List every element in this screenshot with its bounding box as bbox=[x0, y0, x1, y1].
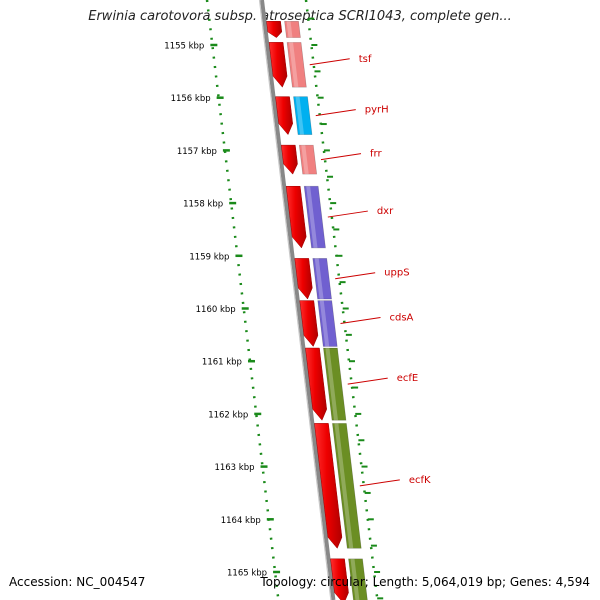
gene-label[interactable]: tsf bbox=[359, 54, 372, 65]
ruler-kbp-label: 1157 kbp bbox=[177, 147, 217, 157]
kbp-ruler: 1155 kbp 1156 kbp 1157 kbp 1158 kbp 1159 kbp… bbox=[164, 0, 384, 600]
gene-label-leader bbox=[320, 153, 362, 161]
ruler-kbp-label: 1162 kbp bbox=[208, 410, 248, 420]
cog-block[interactable] bbox=[348, 558, 368, 600]
gene-label[interactable]: frr bbox=[370, 149, 382, 160]
outer-dotted-line bbox=[304, 0, 379, 600]
cog-block[interactable] bbox=[293, 96, 313, 135]
cog-block[interactable] bbox=[286, 42, 307, 88]
ruler-kbp-label: 1165 kbp bbox=[227, 569, 267, 579]
cds-arrow[interactable] bbox=[275, 96, 293, 136]
gene-label[interactable]: ecfK bbox=[409, 475, 431, 486]
ruler-kbp-label: 1155 kbp bbox=[164, 42, 204, 52]
cog-block-highlight bbox=[334, 423, 354, 549]
cds-arrow[interactable] bbox=[305, 347, 327, 421]
cds-arrow[interactable] bbox=[294, 258, 313, 300]
cds-track bbox=[266, 21, 349, 600]
cds-arrow[interactable] bbox=[268, 42, 288, 88]
cog-block[interactable] bbox=[284, 20, 301, 38]
cog-block[interactable] bbox=[332, 423, 362, 549]
gene-label[interactable]: dxr bbox=[377, 206, 394, 217]
cds-arrow[interactable] bbox=[285, 185, 307, 249]
ruler-dotted-line bbox=[205, 0, 280, 600]
gene-label-leader bbox=[347, 377, 388, 385]
genome-summary-text: Topology: circular; Length: 5,064,019 bp… bbox=[260, 575, 590, 589]
gene-labels: tsf pyrH frr dxr uppS cdsA ecfE ecfK bbox=[309, 54, 431, 487]
cog-block-highlight bbox=[289, 42, 299, 88]
ruler-kbp-label: 1160 kbp bbox=[196, 305, 236, 315]
cog-block-highlight bbox=[306, 186, 318, 248]
ruler-kbp-label: 1158 kbp bbox=[183, 200, 223, 210]
cog-block-highlight bbox=[301, 145, 309, 175]
cds-arrow[interactable] bbox=[314, 423, 343, 549]
gene-label-leader bbox=[335, 272, 376, 280]
cog-block-highlight bbox=[350, 558, 360, 600]
backbone-ring bbox=[258, 0, 336, 600]
gene-label-leader bbox=[359, 479, 400, 487]
gene-label-leader bbox=[327, 210, 368, 218]
cog-block-highlight bbox=[295, 96, 305, 135]
accession-text: Accession: NC_004547 bbox=[9, 575, 146, 589]
cog-block[interactable] bbox=[323, 347, 347, 421]
gene-label[interactable]: pyrH bbox=[365, 105, 389, 116]
cog-block-highlight bbox=[325, 348, 339, 421]
cog-block-highlight bbox=[286, 21, 293, 38]
cds-arrow[interactable] bbox=[330, 558, 349, 600]
ruler-kbp-label: 1164 kbp bbox=[221, 516, 261, 526]
ruler-kbp-label: 1159 kbp bbox=[189, 252, 229, 262]
gene-label[interactable]: ecfE bbox=[397, 373, 419, 384]
gene-label-leader bbox=[340, 317, 381, 325]
cog-track bbox=[284, 20, 368, 600]
gene-label[interactable]: cdsA bbox=[389, 313, 413, 324]
cds-arrow[interactable] bbox=[299, 300, 319, 347]
cog-block[interactable] bbox=[312, 258, 332, 300]
cds-arrow[interactable] bbox=[280, 144, 298, 175]
ruler-kbp-label: 1161 kbp bbox=[202, 358, 242, 368]
cds-arrow[interactable] bbox=[266, 21, 283, 38]
cog-block[interactable] bbox=[298, 144, 318, 175]
map-title: Erwinia carotovora subsp. atroseptica SC… bbox=[88, 9, 512, 24]
gene-label-leader bbox=[315, 109, 356, 117]
cog-block-highlight bbox=[314, 258, 324, 300]
gene-label[interactable]: uppS bbox=[384, 268, 409, 279]
ruler-kbp-label: 1156 kbp bbox=[171, 94, 211, 104]
ruler-kbp-label: 1163 kbp bbox=[214, 463, 254, 473]
backbone-line bbox=[260, 0, 336, 600]
cog-block[interactable] bbox=[317, 300, 338, 347]
cog-block[interactable] bbox=[303, 185, 326, 249]
backbone-highlight bbox=[258, 0, 332, 600]
cog-block-highlight bbox=[319, 300, 330, 347]
gene-label-leader bbox=[309, 58, 350, 66]
